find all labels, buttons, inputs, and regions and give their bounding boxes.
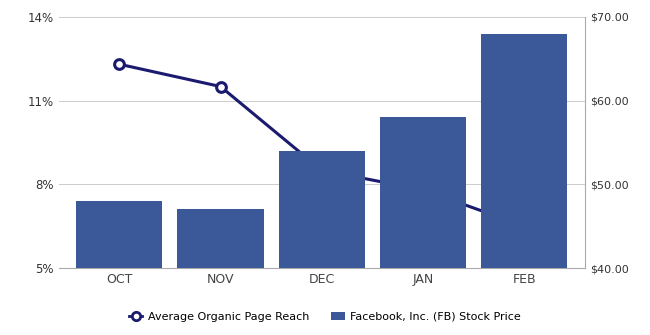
Average Organic Page Reach [419,188,427,192]
Legend: Average Organic Page Reach, Facebook, Inc. (FB) Stock Price: Average Organic Page Reach, Facebook, In… [125,307,525,326]
Bar [76,201,162,335]
Bar [279,151,365,335]
Bar [481,34,567,335]
Average Organic Page Reach [115,62,123,66]
Average Organic Page Reach [318,168,326,172]
Average Organic Page Reach [521,224,528,228]
Bar [177,209,263,335]
Bar [380,117,466,335]
Average Organic Page Reach [216,84,224,88]
Line: Average Organic Page Reach: Average Organic Page Reach [114,59,529,231]
